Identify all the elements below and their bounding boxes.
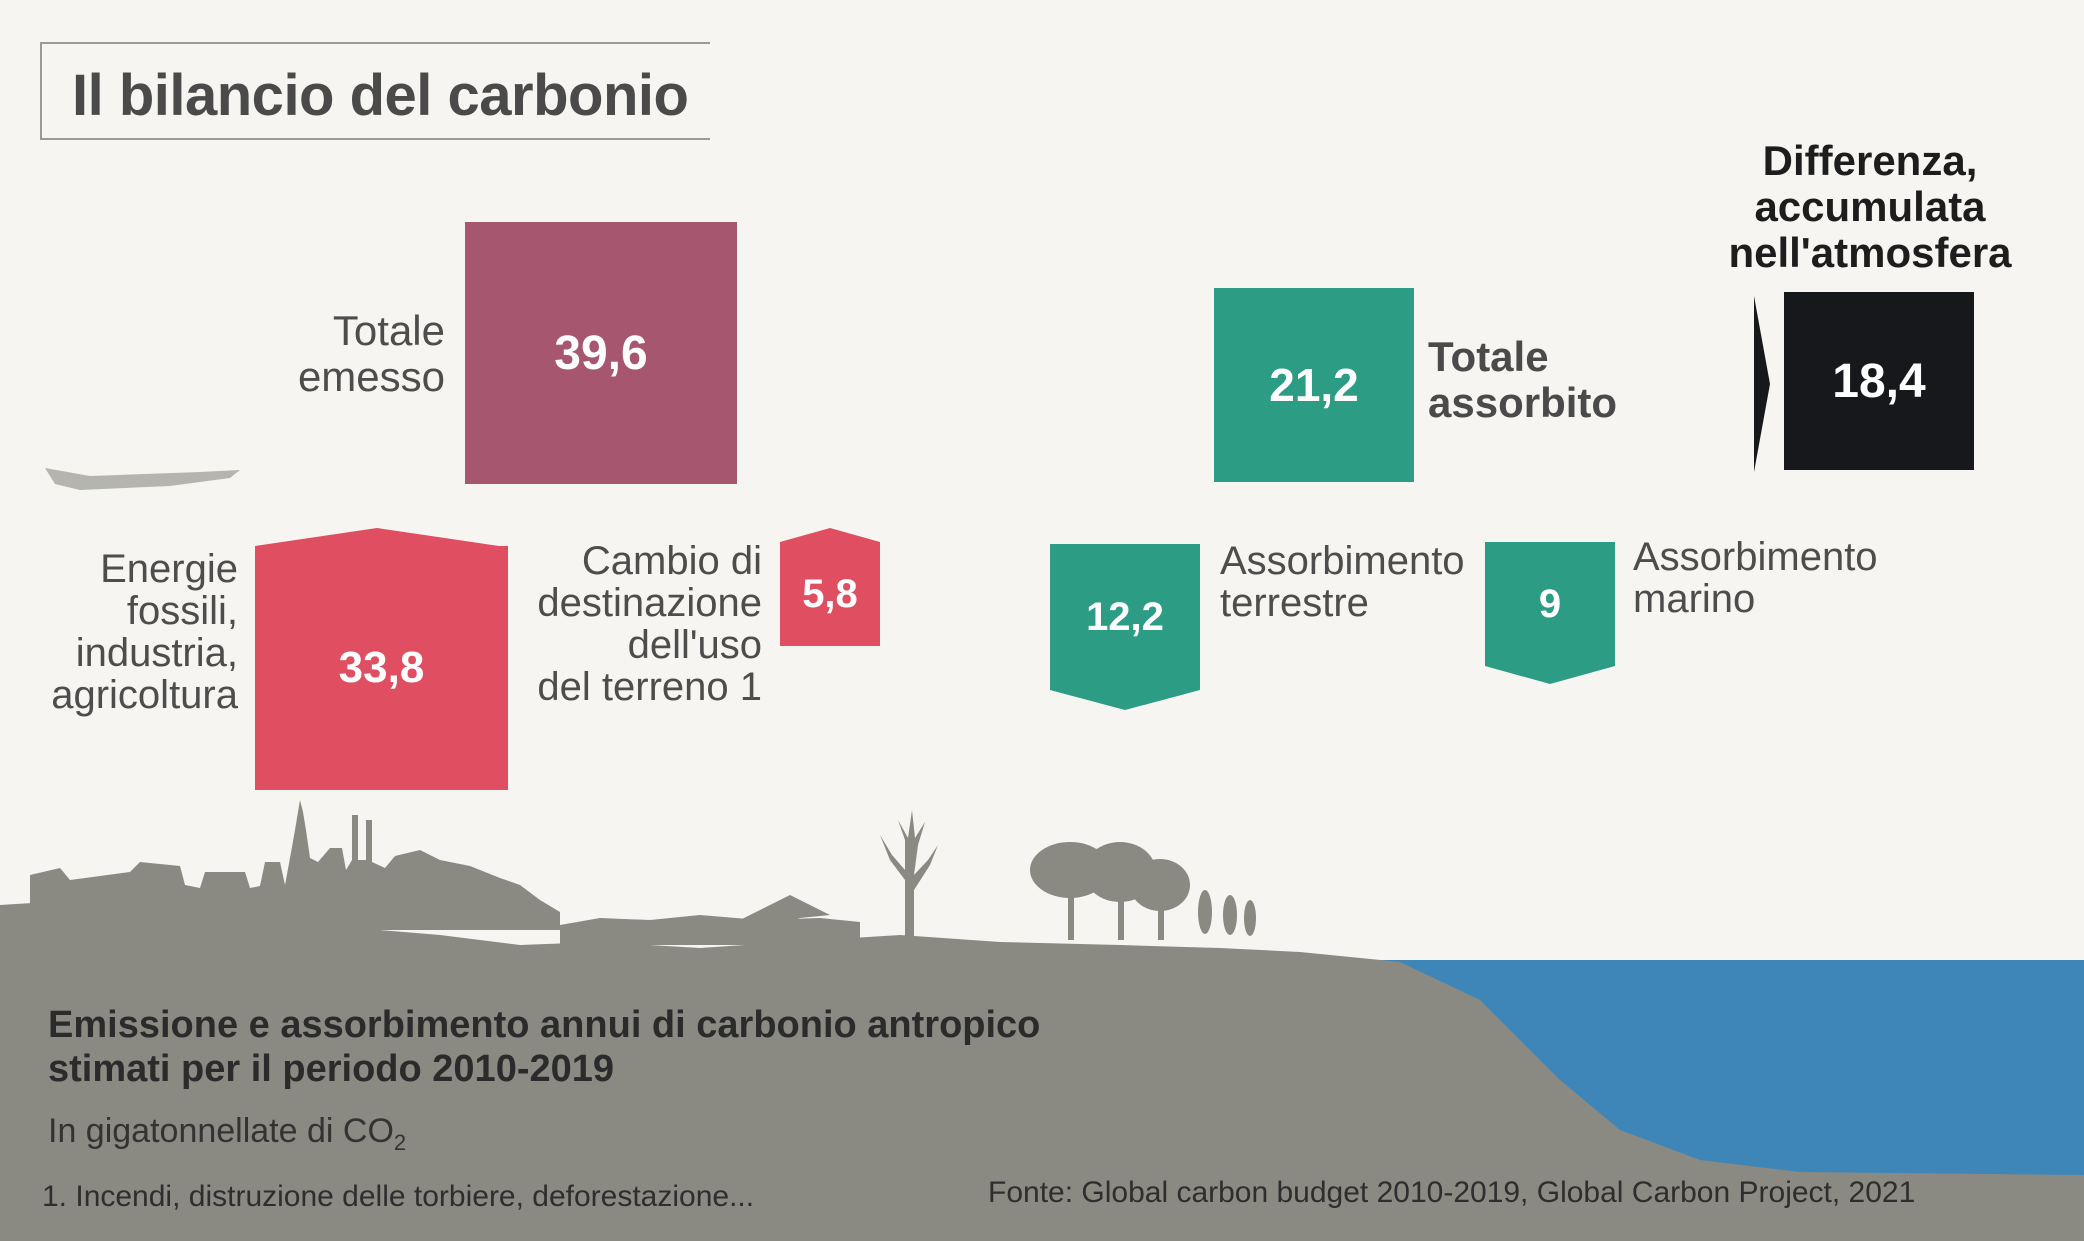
low-vegetation — [560, 915, 860, 945]
land-absorption-down-arrow — [1050, 690, 1200, 710]
city-silhouette — [30, 800, 560, 930]
page-title: Il bilancio del carbonio — [72, 63, 689, 128]
cypress-3 — [1244, 900, 1256, 936]
difference-label: Differenza, accumulata nell'atmosfera — [1728, 137, 2012, 276]
caption-heading: Emissione e assorbimento annui di carbon… — [48, 1004, 1041, 1090]
footnote: 1. Incendi, distruzione delle torbiere, … — [42, 1180, 755, 1213]
total-emitted-label: Totale emesso — [297, 307, 445, 400]
landuse-label: Cambio di destinazione dell'uso del terr… — [537, 539, 762, 709]
total-emitted-box: 39,6 — [465, 222, 737, 484]
ocean-absorption-box: 9 — [1485, 542, 1615, 666]
land-absorption-value: 12,2 — [1086, 594, 1164, 639]
cypress-2 — [1223, 895, 1237, 935]
fossil-label: Energie fossili, industria, agricoltura — [51, 547, 238, 717]
ocean-absorption-down-arrow — [1485, 666, 1615, 684]
land-absorption-box: 12,2 — [1050, 544, 1200, 690]
ocean-absorption-label: Assorbimento marino — [1633, 535, 1878, 621]
difference-side-arrow — [1754, 296, 1770, 472]
total-absorbed-box: 21,2 — [1214, 288, 1414, 482]
total-absorbed-label: Totale assorbito — [1428, 333, 1618, 426]
landuse-box: 5,8 — [780, 542, 880, 646]
ground-area — [0, 900, 2084, 1241]
branches — [740, 895, 830, 925]
fossil-up-arrow — [255, 528, 499, 546]
cypress-1 — [1198, 890, 1212, 934]
total-absorbed-value: 21,2 — [1269, 359, 1359, 411]
difference-box: 18,4 — [1784, 292, 1974, 470]
total-emitted-value: 39,6 — [554, 326, 648, 380]
difference-value: 18,4 — [1832, 354, 1926, 408]
ocean-absorption-value: 9 — [1538, 581, 1562, 626]
caption-unit: In gigatonnellate di CO2 — [48, 1112, 407, 1155]
airplane-icon — [45, 468, 240, 490]
fossil-box: 33,8 — [255, 546, 508, 790]
dead-tree — [880, 810, 938, 940]
land-absorption-label: Assorbimento terrestre — [1220, 539, 1465, 625]
landuse-value: 5,8 — [802, 571, 858, 616]
fossil-value: 33,8 — [338, 643, 425, 692]
source-note: Fonte: Global carbon budget 2010-2019, G… — [988, 1176, 1916, 1209]
landuse-up-arrow — [780, 528, 880, 542]
tree-3 — [1130, 859, 1190, 911]
title-frame — [40, 42, 710, 140]
